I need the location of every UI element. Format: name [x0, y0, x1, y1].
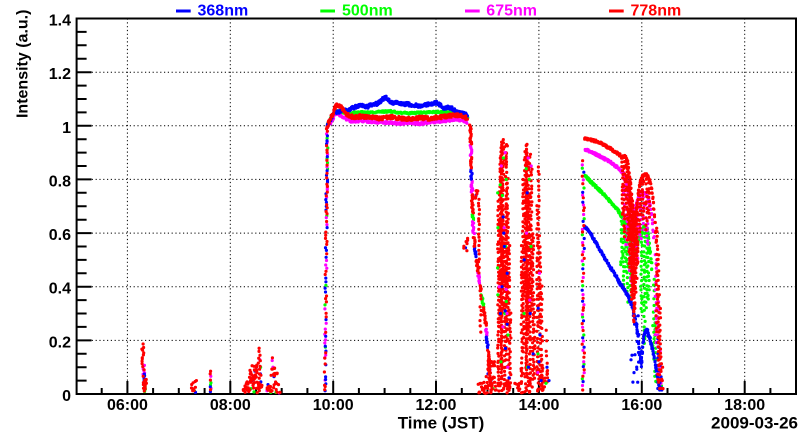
svg-text:1.2: 1.2 [49, 66, 71, 83]
svg-text:0.6: 0.6 [49, 227, 71, 244]
svg-text:0: 0 [62, 388, 71, 405]
svg-text:778nm: 778nm [631, 2, 682, 19]
svg-text:2009-03-26: 2009-03-26 [711, 414, 798, 433]
svg-text:18:00: 18:00 [724, 397, 765, 414]
svg-text:12:00: 12:00 [416, 397, 457, 414]
svg-text:16:00: 16:00 [621, 397, 662, 414]
svg-text:10:00: 10:00 [313, 397, 354, 414]
svg-text:08:00: 08:00 [210, 397, 251, 414]
svg-text:0.2: 0.2 [49, 334, 71, 351]
svg-text:1: 1 [62, 120, 71, 137]
svg-text:675nm: 675nm [486, 2, 537, 19]
svg-text:Time (JST): Time (JST) [398, 414, 485, 433]
svg-text:Intensity (a.u.): Intensity (a.u.) [14, 10, 31, 118]
svg-text:368nm: 368nm [198, 2, 249, 19]
svg-text:14:00: 14:00 [518, 397, 559, 414]
svg-text:1.4: 1.4 [49, 13, 71, 30]
svg-text:0.4: 0.4 [49, 281, 71, 298]
svg-text:0.8: 0.8 [49, 173, 71, 190]
svg-text:06:00: 06:00 [107, 397, 148, 414]
svg-text:500nm: 500nm [342, 2, 393, 19]
